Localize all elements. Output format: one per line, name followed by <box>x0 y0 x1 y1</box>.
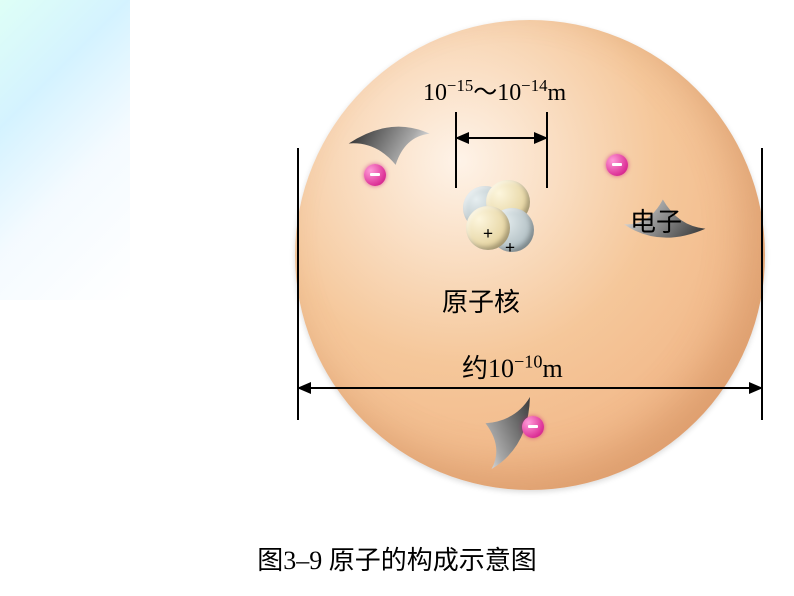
electron-3 <box>522 416 544 438</box>
outer-tick-right <box>761 148 763 420</box>
nucleus-tick-right <box>546 112 548 188</box>
plus-icon: + <box>483 224 493 245</box>
background-decoration <box>0 0 130 300</box>
outer-arrow-right <box>749 382 763 394</box>
nuc-dia-s1: −15 <box>447 76 473 95</box>
minus-icon <box>370 173 380 176</box>
outer-tick-left <box>297 148 299 420</box>
nucleus-tick-left <box>455 112 457 188</box>
atom-diameter-suffix: m <box>542 354 562 383</box>
nucleus-diameter-label: 10−15～10−14m <box>423 72 566 107</box>
atom-diagram: 约10−10m 10−15～10−14m <box>140 0 660 530</box>
nucleus-arrow-left <box>455 132 469 144</box>
nuc-dia-s2: −14 <box>521 76 547 95</box>
nucleus-label: 原子核 <box>442 282 520 319</box>
nuc-dia-suffix: m <box>548 80 567 106</box>
minus-icon <box>612 163 622 166</box>
atom-diameter-sup: −10 <box>514 351 542 371</box>
electron-label: 电子 <box>630 202 682 239</box>
outer-arrow-left <box>297 382 311 394</box>
electron-2 <box>606 154 628 176</box>
electron-1 <box>364 164 386 186</box>
figure-caption: 图3–9 原子的构成示意图 <box>0 540 794 577</box>
minus-icon <box>528 425 538 428</box>
plus-icon: + <box>505 238 515 259</box>
nucleus-arrow-right <box>534 132 548 144</box>
nuc-dia-mid: ～10 <box>473 80 521 106</box>
